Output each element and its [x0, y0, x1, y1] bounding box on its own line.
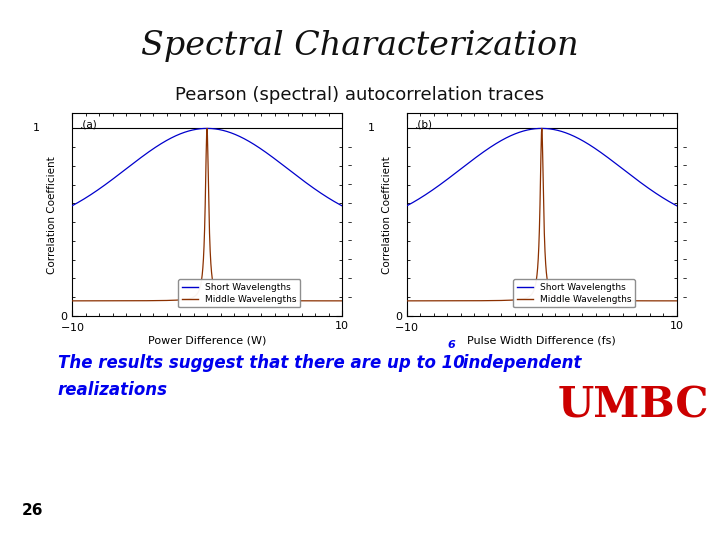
Text: 6: 6	[448, 340, 456, 350]
Text: –: –	[347, 199, 351, 208]
Text: 1: 1	[367, 124, 374, 133]
Y-axis label: Correlation Coefficient: Correlation Coefficient	[382, 156, 392, 274]
Text: –: –	[347, 143, 351, 152]
Text: –: –	[682, 255, 686, 264]
Legend: Short Wavelengths, Middle Wavelengths: Short Wavelengths, Middle Wavelengths	[513, 279, 635, 307]
Text: realizations: realizations	[58, 381, 168, 399]
Text: –: –	[347, 161, 351, 171]
Text: –: –	[682, 293, 686, 302]
Text: The results suggest that there are up to 10: The results suggest that there are up to…	[58, 354, 464, 372]
Text: independent: independent	[457, 354, 582, 372]
Text: UMBC: UMBC	[558, 384, 709, 426]
Text: 26: 26	[22, 503, 43, 518]
Text: –: –	[347, 255, 351, 264]
Text: –: –	[347, 274, 351, 283]
Text: .(b): .(b)	[415, 119, 433, 130]
X-axis label: Power Difference (W): Power Difference (W)	[148, 335, 266, 346]
Text: –: –	[347, 180, 351, 189]
Text: –: –	[682, 218, 686, 227]
Text: –: –	[682, 237, 686, 245]
Text: –: –	[682, 180, 686, 189]
Text: Pearson (spectral) autocorrelation traces: Pearson (spectral) autocorrelation trace…	[176, 85, 544, 104]
Text: .(a): .(a)	[80, 119, 98, 130]
Text: –: –	[347, 237, 351, 245]
Text: –: –	[682, 161, 686, 171]
Text: 1: 1	[32, 124, 40, 133]
Text: –: –	[682, 199, 686, 208]
Text: –: –	[347, 293, 351, 302]
X-axis label: Pulse Width Difference (fs): Pulse Width Difference (fs)	[467, 335, 616, 346]
Text: –: –	[682, 143, 686, 152]
Text: Spectral Characterization: Spectral Characterization	[141, 30, 579, 62]
Text: –: –	[682, 274, 686, 283]
Legend: Short Wavelengths, Middle Wavelengths: Short Wavelengths, Middle Wavelengths	[179, 279, 300, 307]
Text: –: –	[347, 218, 351, 227]
Y-axis label: Correlation Coefficient: Correlation Coefficient	[48, 156, 58, 274]
